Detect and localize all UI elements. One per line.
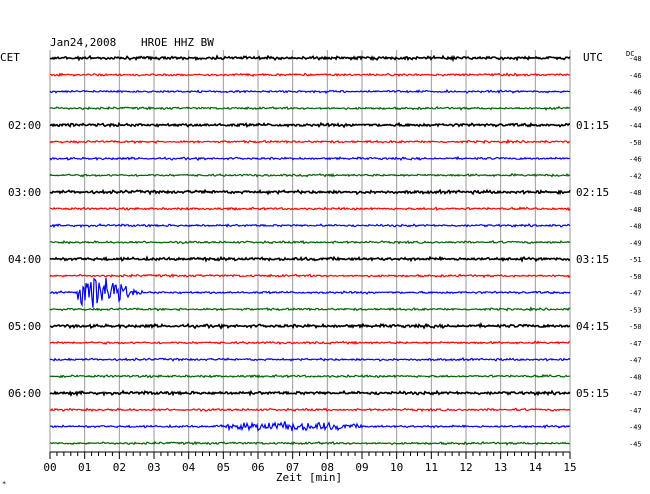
right-hour-label: 03:15 — [576, 253, 609, 266]
trace-row-7 — [49, 172, 571, 178]
trace-row-12 — [49, 255, 571, 263]
trace-row-16 — [50, 321, 571, 330]
trace-row-3 — [49, 105, 571, 111]
right-hour-label: 05:15 — [576, 387, 609, 400]
trace-row-10 — [49, 223, 571, 229]
dc-offset-label: -46 — [629, 72, 642, 80]
trace-row-2 — [49, 88, 571, 95]
x-tick-label-08: 08 — [321, 461, 334, 474]
dc-offset-label: -48 — [629, 55, 642, 63]
dc-offset-label: -47 — [629, 390, 642, 398]
x-tick-label-00: 00 — [43, 461, 56, 474]
x-tick-label-06: 06 — [251, 461, 264, 474]
dc-offset-label: -47 — [629, 357, 642, 365]
x-tick-label-09: 09 — [355, 461, 368, 474]
right-hour-label: 01:15 — [576, 119, 609, 132]
trace-row-17 — [49, 340, 571, 346]
x-tick-label-10: 10 — [390, 461, 403, 474]
x-tick-label-14: 14 — [529, 461, 543, 474]
x-tick-label-15: 15 — [563, 461, 576, 474]
dc-offset-label: -49 — [629, 239, 642, 247]
dc-offset-label: -49 — [629, 424, 642, 432]
x-axis-label: Zeit [min] — [276, 471, 342, 484]
trace-row-4 — [49, 121, 571, 129]
dc-label: DC — [626, 50, 634, 58]
trace-row-9 — [49, 206, 571, 212]
dc-offset-label: -42 — [629, 172, 642, 180]
right-hour-labels: 01:15 02:15 03:15 04:15 05:15 — [576, 119, 609, 400]
trace-row-22 — [49, 421, 571, 432]
x-axis: 00 01 02 03 04 05 06 07 08 09 10 11 12 13 14 15 — [43, 452, 577, 474]
left-hour-label: 05:00 — [8, 320, 41, 333]
dc-offset-label: -47 — [629, 290, 642, 298]
left-hour-label: 02:00 — [8, 119, 41, 132]
dc-offset-label: -46 — [629, 156, 642, 164]
dc-offset-label: -47 — [629, 407, 642, 415]
trace-group — [49, 54, 571, 446]
trace-row-8 — [49, 188, 571, 196]
dc-offset-label: -51 — [629, 256, 642, 264]
x-tick-label-03: 03 — [147, 461, 160, 474]
trace-row-15 — [49, 306, 571, 312]
x-tick-label-02: 02 — [113, 461, 126, 474]
left-timezone: CET — [0, 51, 20, 64]
trace-row-14 — [49, 277, 571, 308]
dc-offset-label: -45 — [629, 440, 642, 448]
x-tick-label-13: 13 — [494, 461, 507, 474]
dc-offset-label: -48 — [629, 223, 642, 231]
dc-offset-label: -47 — [629, 340, 642, 348]
x-tick-label-11: 11 — [425, 461, 438, 474]
trace-row-21 — [49, 407, 571, 413]
corner-mark: * — [2, 480, 6, 488]
dc-offset-label: -50 — [629, 323, 642, 331]
trace-row-13 — [49, 273, 571, 279]
x-tick-label-01: 01 — [78, 461, 91, 474]
dc-offset-label: -44 — [629, 122, 642, 130]
trace-row-5 — [49, 138, 571, 145]
dc-offset-label: -53 — [629, 306, 642, 314]
dc-offset-label: -48 — [629, 373, 642, 381]
right-timezone: UTC — [583, 51, 603, 64]
x-tick-label-05: 05 — [217, 461, 230, 474]
dc-offset-label: -50 — [629, 273, 642, 281]
x-tick-label-04: 04 — [182, 461, 196, 474]
dc-offset-label: -49 — [629, 105, 642, 113]
trace-row-11 — [49, 239, 571, 245]
grid-lines — [49, 50, 571, 453]
left-hour-label: 06:00 — [8, 387, 41, 400]
trace-row-20 — [49, 389, 571, 397]
dc-offset-label: -50 — [629, 139, 642, 147]
trace-row-6 — [49, 155, 571, 162]
dc-offset-label: -48 — [629, 189, 642, 197]
right-hour-label: 02:15 — [576, 186, 609, 199]
dc-offset-label: -48 — [629, 206, 642, 214]
trace-row-19 — [49, 373, 571, 379]
trace-row-18 — [49, 357, 571, 362]
trace-row-1 — [49, 72, 570, 78]
left-hour-label: 03:00 — [8, 186, 41, 199]
header-date: Jan24,2008 — [50, 36, 116, 49]
dc-offset-label: -46 — [629, 89, 642, 97]
x-tick-label-07: 07 — [286, 461, 299, 474]
right-hour-label: 04:15 — [576, 320, 609, 333]
left-hour-label: 04:00 — [8, 253, 41, 266]
trace-row-0 — [49, 54, 571, 63]
left-hour-labels: 02:00 03:00 04:00 05:00 06:00 — [8, 119, 41, 400]
x-tick-label-12: 12 — [459, 461, 472, 474]
header-station: HROE HHZ BW — [141, 36, 214, 49]
trace-row-23 — [49, 440, 571, 446]
dc-offset-labels: -48 -46 -46 -49 -44 -50 -46 -42 -48 -48 -48 -49 -51 -… — [629, 55, 642, 448]
